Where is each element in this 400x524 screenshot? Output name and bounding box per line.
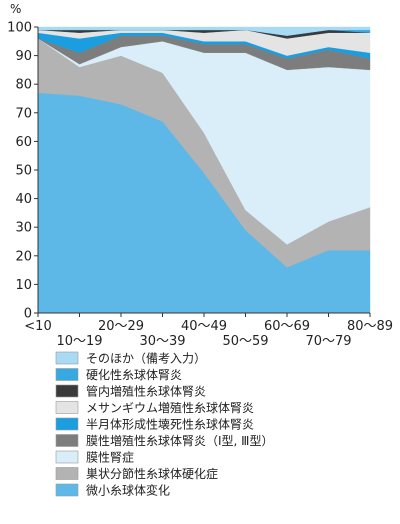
- legend-label: メサンギウム増殖性糸球体腎炎: [86, 400, 254, 415]
- x-tick-label: <10: [24, 319, 51, 334]
- y-unit-label: %: [10, 2, 21, 16]
- legend-label: 微小糸球体変化: [86, 483, 170, 498]
- legend-swatch: [55, 401, 79, 414]
- legend-label: 巣状分節性糸球体硬化症: [86, 466, 218, 481]
- y-tick-label: 20: [15, 249, 32, 264]
- legend-label: 半月体形成性壊死性糸球体腎炎: [86, 418, 254, 432]
- legend-swatch: [55, 351, 79, 365]
- x-tick-label: 10〜19: [56, 334, 102, 349]
- legend: そのほか（備考入力） 硬化性糸球体腎炎管内増殖性糸球体腎炎メサンギウム増殖性糸球体…: [55, 351, 273, 498]
- y-tick-label: 100: [7, 21, 32, 36]
- y-tick-label: 90: [15, 49, 32, 64]
- y-tick-label: 60: [15, 135, 32, 150]
- area-layer: [37, 26, 371, 314]
- legend-swatch: [55, 434, 79, 447]
- legend-label: 硬化性糸球体腎炎: [86, 368, 182, 382]
- legend-label: そのほか（備考入力）: [86, 351, 206, 366]
- legend-label: 膜性腎症: [86, 450, 134, 465]
- y-tick-label: 80: [15, 78, 32, 93]
- legend-swatch: [55, 483, 79, 497]
- x-tick-label: 20〜29: [98, 319, 144, 334]
- legend-swatch: [55, 417, 79, 431]
- x-tick-label: 30〜39: [139, 334, 185, 349]
- legend-swatch: [55, 368, 79, 381]
- legend-swatch: [55, 384, 79, 398]
- legend-label: 膜性増殖性糸球体腎炎（Ⅰ型, Ⅲ型）: [86, 433, 273, 448]
- y-tick-label: 0: [24, 307, 32, 322]
- axes-layer: 0 10 20 30 40 50 60 70 80 90 100 <10 10〜1920〜2930〜39…: [7, 21, 393, 350]
- y-tick-label: 40: [15, 192, 32, 207]
- x-tick-label: 70〜79: [305, 334, 351, 349]
- legend-swatch: [55, 467, 79, 480]
- y-tick-label: 50: [15, 164, 32, 179]
- y-tick-label: 30: [15, 221, 32, 236]
- legend-swatch: [55, 450, 79, 464]
- x-tick-label: 60〜69: [264, 319, 310, 334]
- x-tick-label: 80〜89: [347, 319, 393, 334]
- legend-label: 管内増殖性糸球体腎炎: [86, 384, 206, 399]
- area-series-8: [37, 26, 371, 36]
- x-tick-label: 40〜49: [181, 319, 227, 334]
- x-tick-label: 50〜59: [222, 334, 268, 349]
- y-tick-label: 70: [15, 106, 32, 121]
- y-tick-label: 10: [15, 278, 32, 293]
